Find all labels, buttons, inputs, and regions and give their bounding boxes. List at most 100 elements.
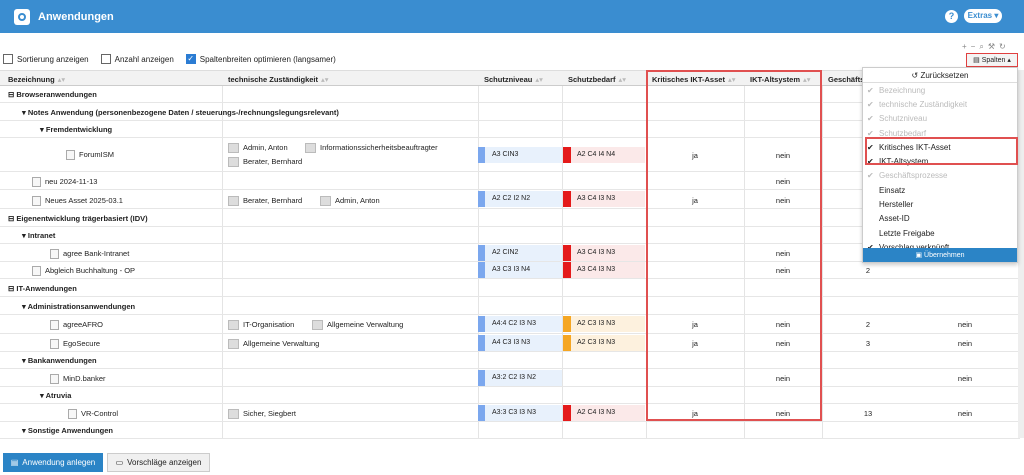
col-zustaendigkeit[interactable]: technische Zuständigkeit ▴▾ (228, 75, 329, 84)
geschaeft-cell: 2 (865, 266, 871, 275)
org-icon (312, 320, 323, 331)
schutzniveau-cell: A4 C3 I3 N3 (478, 335, 562, 351)
apply-button[interactable]: ▣ Übernehmen (863, 248, 1017, 262)
group-row[interactable]: ▾ Sonstige Anwendungen (0, 422, 1020, 439)
scrollbar[interactable] (1018, 70, 1024, 438)
group-row[interactable]: ▾ Notes Anwendung (personenbezogene Date… (0, 103, 1020, 121)
table-row[interactable]: MinD.banker A3:2 C2 I3 N2 nein nein (0, 369, 1020, 387)
optimize-option[interactable]: ✓ Spaltenbreiten optimieren (langsamer) (185, 54, 336, 64)
column-option[interactable]: ✔Vorschlag verknüpft (863, 240, 1017, 254)
column-option-label: technische Zuständigkeit (879, 99, 968, 109)
geschaeft-cell: 2 (865, 320, 871, 329)
document-icon (32, 266, 41, 277)
count-checkbox[interactable] (100, 54, 111, 64)
schutzbedarf-cell: A2 C3 I3 N3 (563, 335, 645, 351)
group-row[interactable]: ▾ Bankanwendungen (0, 352, 1020, 369)
collapse-icon[interactable]: − (970, 42, 976, 51)
group-row[interactable]: ⊟ Eigenentwicklung trägerbasiert (IDV) (0, 209, 1020, 227)
table-row[interactable]: EgoSecure Allgemeine Verwaltung A4 C3 I3… (0, 334, 1020, 352)
column-option[interactable]: Asset-ID (863, 212, 1017, 226)
column-option[interactable]: Hersteller (863, 197, 1017, 211)
table-row[interactable]: ForumISM Admin, Anton Informationssicher… (0, 138, 1020, 172)
schutzbedarf-cell: A3 C4 I3 N3 (563, 245, 645, 261)
table-row[interactable]: VR-Control Sicher, Siegbert A3:3 C3 I3 N… (0, 404, 1020, 422)
expand-icon[interactable]: + (962, 42, 967, 51)
altsystem-cell: nein (775, 409, 791, 418)
refresh-icon[interactable]: ↻ (999, 42, 1006, 51)
column-option-label: Vorschlag verknüpft (879, 243, 949, 252)
schutzbedarf-cell: A2 C4 I3 N3 (563, 405, 645, 421)
help-icon[interactable]: ? (945, 10, 958, 23)
create-app-button[interactable]: ▤ Anwendung anlegen (3, 453, 103, 472)
col-altsystem[interactable]: IKT-Altsystem ▴▾ (750, 75, 811, 84)
kritisch-cell: ja (692, 339, 698, 348)
show-suggestions-button[interactable]: ▭ Vorschläge anzeigen (107, 453, 210, 472)
schutzbedarf-cell: A2 C3 I3 N3 (563, 316, 645, 332)
app-header: Anwendungen ? Extras ▾ (0, 0, 1024, 33)
options-bar: Sortierung anzeigen Anzahl anzeigen ✓ Spa… (3, 54, 348, 64)
check-icon: ✔ (867, 99, 874, 109)
column-option[interactable]: Einsatz (863, 183, 1017, 197)
columns-button[interactable]: ▤ Spalten ▴ (966, 53, 1018, 67)
table-row[interactable]: neu 2024-11-13 nein (0, 172, 1020, 190)
group-row[interactable]: ▾ Intranet (0, 227, 1020, 244)
group-row[interactable]: ⊟ Browseranwendungen (0, 86, 1020, 103)
group-row[interactable]: ⊟ IT-Anwendungen (0, 279, 1020, 297)
col-kritisch[interactable]: Kritisches IKT-Asset ▴▾ (652, 75, 736, 84)
search-icon[interactable]: ⌕ (979, 42, 984, 51)
new-doc-icon: ▤ (10, 458, 19, 467)
apply-label: Übernehmen (924, 251, 965, 259)
col-bezeichnung[interactable]: Bezeichnung ▴▾ (8, 75, 66, 84)
col-schutzbedarf[interactable]: Schutzbedarf ▴▾ (568, 75, 627, 84)
altsystem-cell: nein (775, 266, 791, 275)
suggest-label: Vorschläge anzeigen (127, 458, 202, 467)
group-row[interactable]: ▾ Administrationsanwendungen (0, 297, 1020, 315)
column-option[interactable]: ✔ Geschäftsprozesse (863, 169, 1017, 183)
check-icon: ✔ (867, 171, 874, 181)
group-row[interactable]: ▾ Atruvia (0, 387, 1020, 404)
optimize-label: Spaltenbreiten optimieren (langsamer) (199, 54, 336, 64)
column-option-label: Letzte Freigabe (879, 228, 935, 238)
table-row[interactable]: agree Bank-Intranet A2 CIN2 A3 C4 I3 N3 … (0, 244, 1020, 262)
column-option-label: Einsatz (879, 185, 906, 195)
vorschlag-cell: nein (957, 339, 973, 348)
col-geschaeft[interactable]: Geschäfts (828, 75, 865, 84)
optimize-checkbox[interactable]: ✓ (185, 54, 196, 64)
column-option[interactable]: ✔ Bezeichnung (863, 83, 1017, 97)
geschaeft-cell: 3 (865, 339, 871, 348)
org-icon (228, 320, 239, 331)
group-row[interactable]: ▾ Fremdentwicklung (0, 121, 1020, 138)
table-row[interactable]: Abgleich Buchhaltung - OP A3 C3 I3 N4 A3… (0, 262, 1020, 279)
column-option[interactable]: ✔ Kritisches IKT-Asset (863, 140, 1017, 154)
table-row[interactable]: Neues Asset 2025-03.1 Berater, Bernhard … (0, 190, 1020, 209)
schutzniveau-cell: A3 C3 I3 N4 (478, 262, 562, 278)
sort-option[interactable]: Sortierung anzeigen (3, 54, 89, 64)
altsystem-cell: nein (775, 151, 791, 160)
reset-button[interactable]: ↺ Zurücksetzen (863, 68, 1017, 83)
column-option-label: Hersteller (879, 200, 914, 210)
column-option-label: Schutzniveau (879, 114, 928, 124)
count-option[interactable]: Anzahl anzeigen (100, 54, 174, 64)
extras-button[interactable]: Extras ▾ (964, 9, 1002, 23)
col-schutzniveau[interactable]: Schutzniveau ▴▾ (484, 75, 543, 84)
column-option[interactable]: ✔ technische Zuständigkeit (863, 97, 1017, 111)
wrench-icon[interactable]: ⚒ (987, 42, 995, 51)
schutzniveau-cell: A4:4 C2 I3 N3 (478, 316, 562, 332)
vorschlag-cell: nein (957, 374, 973, 383)
sort-label: Sortierung anzeigen (17, 54, 89, 64)
schutzbedarf-cell: A3 C4 I3 N3 (563, 191, 645, 207)
column-option[interactable]: ✔ Schutzniveau (863, 112, 1017, 126)
check-icon: ✔ (867, 114, 874, 124)
page-title: Anwendungen (38, 10, 114, 23)
column-option-label: Bezeichnung (879, 85, 926, 95)
column-option[interactable]: Letzte Freigabe (863, 226, 1017, 240)
altsystem-cell: nein (775, 249, 791, 258)
document-icon (32, 196, 41, 207)
table-row[interactable]: agreeAFRO IT-Organisation Allgemeine Ver… (0, 315, 1020, 334)
sort-checkbox[interactable] (3, 54, 13, 64)
column-option[interactable]: ✔ IKT-Altsystem (863, 154, 1017, 168)
columns-dropdown: ↺ Zurücksetzen ✔ Bezeichnung ✔ technische Z… (862, 67, 1018, 263)
column-option-label: Asset-ID (879, 214, 910, 224)
column-option[interactable]: ✔ Schutzbedarf (863, 126, 1017, 140)
vorschlag-cell: nein (957, 409, 973, 418)
